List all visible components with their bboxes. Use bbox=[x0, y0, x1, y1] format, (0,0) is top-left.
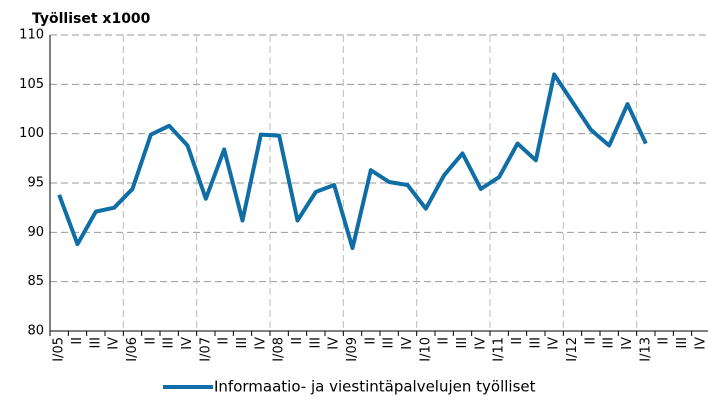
x-tick-label: III bbox=[308, 337, 323, 349]
x-tick-label: III bbox=[528, 337, 543, 349]
x-tick-label: III bbox=[382, 337, 397, 349]
x-tick-label: III bbox=[162, 337, 177, 349]
x-tick-label: III bbox=[235, 337, 250, 349]
x-tick-label: II bbox=[437, 337, 452, 345]
x-tick-label: IV bbox=[180, 337, 195, 350]
x-tick-label: I/10 bbox=[418, 337, 433, 362]
x-tick-label: I/06 bbox=[125, 337, 140, 362]
x-tick-label: I/12 bbox=[565, 337, 580, 362]
x-tick-label: IV bbox=[547, 337, 562, 350]
x-tick-label: I/08 bbox=[272, 337, 287, 362]
x-tick-label: III bbox=[88, 337, 103, 349]
x-tick-label: II bbox=[290, 337, 305, 345]
x-tick-label: II bbox=[657, 337, 672, 345]
x-tick-label: IV bbox=[107, 337, 122, 350]
y-tick-label: 85 bbox=[27, 274, 44, 289]
x-tick-label: I/13 bbox=[638, 337, 653, 362]
x-tick-label: II bbox=[363, 337, 378, 345]
y-tick-label: 100 bbox=[19, 126, 44, 141]
x-tick-label: IV bbox=[327, 337, 342, 350]
data-line bbox=[57, 72, 648, 251]
y-tick-label: 80 bbox=[27, 324, 44, 339]
x-tick-label: I/07 bbox=[198, 337, 213, 362]
x-tick-label: I/09 bbox=[345, 337, 360, 362]
x-tick-label: II bbox=[70, 337, 85, 345]
x-tick-label: I/11 bbox=[492, 337, 507, 362]
x-tick-label: IV bbox=[620, 337, 635, 350]
x-tick-label: II bbox=[583, 337, 598, 345]
x-tick-label: IV bbox=[253, 337, 268, 350]
y-tick-label: 95 bbox=[27, 176, 44, 191]
x-tick-label: III bbox=[602, 337, 617, 349]
x-tick-label: IV bbox=[400, 337, 415, 350]
x-tick-label: IV bbox=[473, 337, 488, 350]
x-tick-label: II bbox=[143, 337, 158, 345]
legend-label: Informaatio- ja viestintäpalvelujen työl… bbox=[214, 378, 536, 396]
x-tick-label: III bbox=[455, 337, 470, 349]
x-tick-label: III bbox=[675, 337, 690, 349]
x-tick-label: II bbox=[510, 337, 525, 345]
axis-title: Työlliset x1000 bbox=[32, 11, 151, 27]
y-tick-label: 105 bbox=[19, 77, 44, 92]
y-tick-label: 90 bbox=[27, 225, 44, 240]
x-tick-label: II bbox=[217, 337, 232, 345]
x-tick-label: I/05 bbox=[52, 337, 67, 362]
x-tick-label: IV bbox=[693, 337, 708, 350]
y-tick-label: 110 bbox=[19, 28, 44, 43]
